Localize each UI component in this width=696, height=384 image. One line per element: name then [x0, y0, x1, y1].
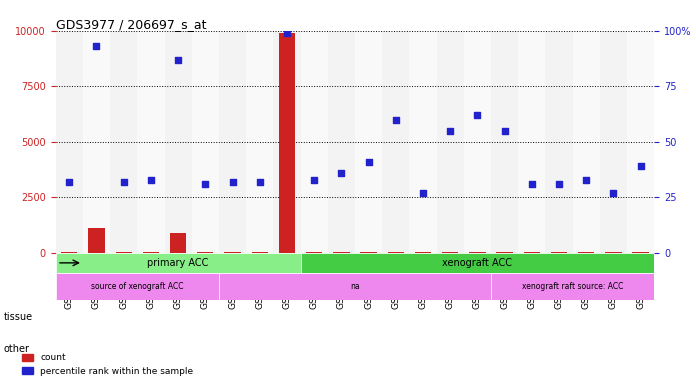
Bar — [170, 233, 187, 253]
Point — [472, 112, 483, 118]
Text: xenograft raft source: ACC: xenograft raft source: ACC — [522, 282, 624, 291]
Bar — [116, 252, 132, 253]
Bar — [573, 31, 600, 253]
Point — [308, 177, 319, 183]
Text: primary ACC: primary ACC — [148, 258, 209, 268]
Point — [499, 127, 510, 134]
Bar — [491, 273, 654, 300]
Text: source of xenograft ACC: source of xenograft ACC — [91, 282, 184, 291]
Point — [363, 159, 374, 165]
Point — [145, 177, 157, 183]
Bar — [355, 31, 382, 253]
Bar — [219, 31, 246, 253]
Bar — [88, 228, 104, 253]
Point — [200, 181, 211, 187]
Point — [553, 181, 564, 187]
Bar — [328, 31, 355, 253]
Bar — [388, 252, 404, 253]
Point — [580, 177, 592, 183]
Point — [635, 163, 646, 169]
Bar — [197, 252, 214, 253]
Point — [281, 30, 292, 36]
Bar — [306, 252, 322, 253]
Point — [390, 116, 402, 122]
Point — [335, 170, 347, 176]
Bar — [164, 31, 191, 253]
Bar — [56, 31, 83, 253]
Bar — [491, 31, 519, 253]
Bar — [464, 31, 491, 253]
Point — [173, 56, 184, 63]
Point — [64, 179, 75, 185]
Bar — [61, 252, 77, 253]
Bar — [627, 31, 654, 253]
Legend: count, percentile rank within the sample: count, percentile rank within the sample — [18, 350, 197, 379]
Bar — [409, 31, 436, 253]
Text: xenograft ACC: xenograft ACC — [443, 258, 512, 268]
Point — [418, 190, 429, 196]
Bar — [606, 252, 622, 253]
Bar — [219, 273, 491, 300]
Bar — [301, 253, 654, 273]
Point — [118, 179, 129, 185]
Point — [254, 179, 265, 185]
Bar — [301, 31, 328, 253]
Bar — [600, 31, 627, 253]
Bar — [551, 252, 567, 253]
Bar — [137, 31, 164, 253]
Bar — [274, 31, 301, 253]
Text: na: na — [350, 282, 360, 291]
Bar — [415, 252, 431, 253]
Bar — [143, 252, 159, 253]
Bar — [224, 252, 241, 253]
Bar — [83, 31, 110, 253]
Bar — [110, 31, 137, 253]
Bar — [191, 31, 219, 253]
Bar — [333, 252, 349, 253]
Bar — [546, 31, 573, 253]
Bar — [578, 252, 594, 253]
Bar — [436, 31, 464, 253]
Point — [91, 43, 102, 49]
Bar — [519, 31, 546, 253]
Point — [227, 179, 238, 185]
Bar — [361, 252, 377, 253]
Bar — [251, 252, 268, 253]
Bar — [279, 33, 295, 253]
Bar — [469, 252, 486, 253]
Point — [608, 190, 619, 196]
Bar — [56, 253, 301, 273]
Bar — [246, 31, 274, 253]
Point — [526, 181, 537, 187]
Text: other: other — [3, 344, 29, 354]
Bar — [442, 252, 459, 253]
Bar — [382, 31, 409, 253]
Bar — [56, 273, 219, 300]
Bar — [496, 252, 513, 253]
Text: tissue: tissue — [3, 312, 33, 322]
Bar — [633, 252, 649, 253]
Bar — [523, 252, 540, 253]
Text: GDS3977 / 206697_s_at: GDS3977 / 206697_s_at — [56, 18, 206, 31]
Point — [445, 127, 456, 134]
